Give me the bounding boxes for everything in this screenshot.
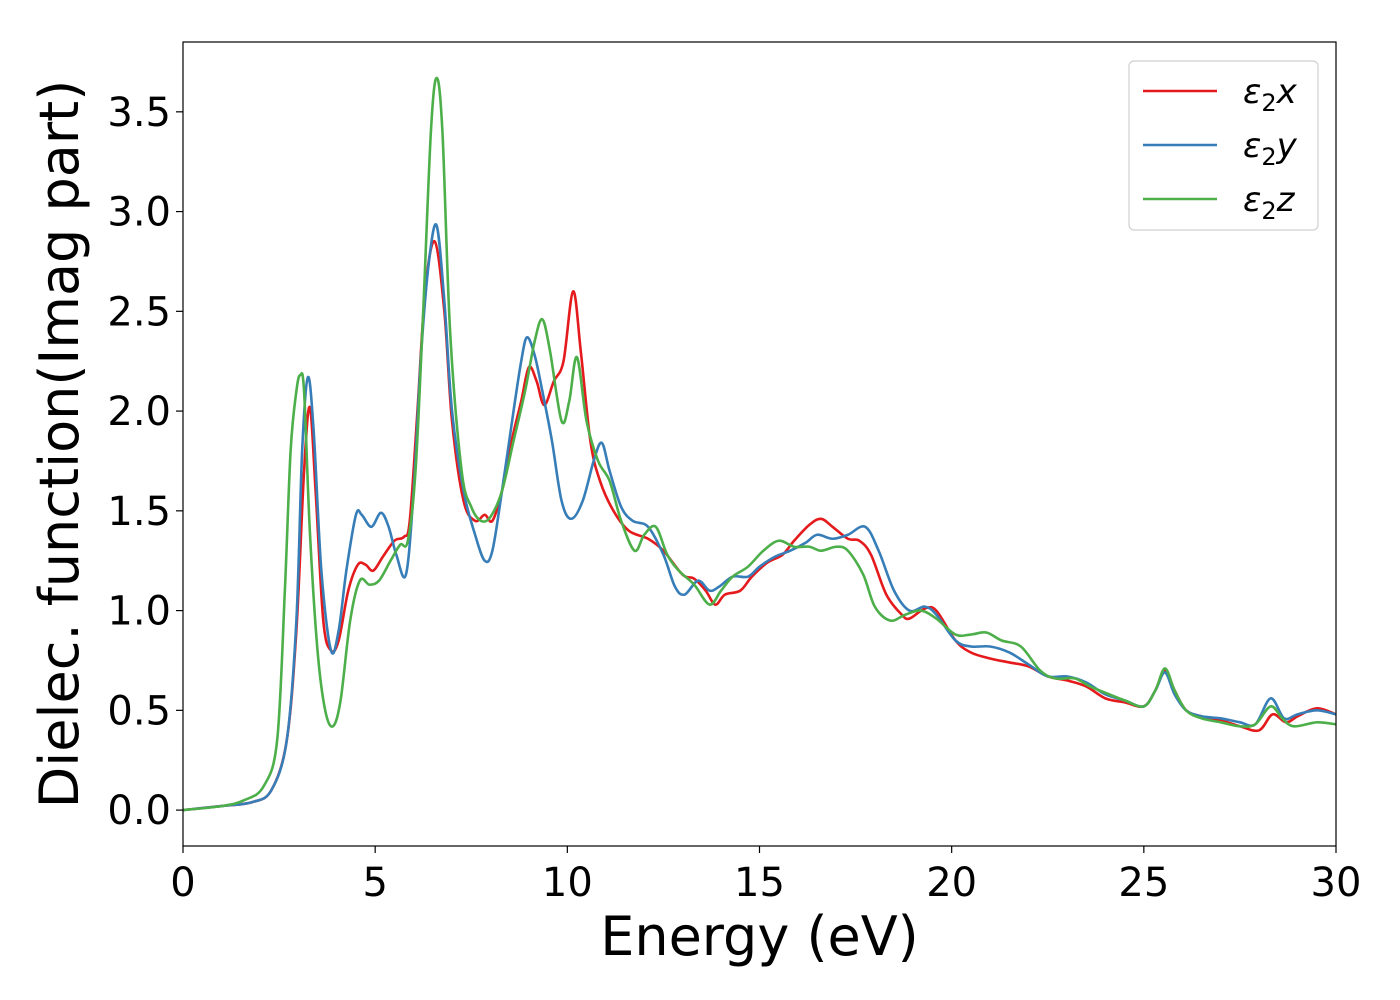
- series-line-3: [183, 76, 1336, 812]
- x-axis-title: Energy (eV): [600, 905, 919, 968]
- y-tick-label: 2.0: [107, 389, 171, 435]
- x-tick-label: 30: [1311, 860, 1362, 906]
- x-tick-label: 0: [170, 860, 195, 906]
- y-tick-label: 3.5: [107, 90, 171, 136]
- x-tick-label: 10: [542, 860, 593, 906]
- y-axis: 0.0 0.5 1.0 1.5 2.0 2.5 3.0 3.5: [107, 90, 183, 834]
- x-tick-label: 15: [734, 860, 785, 906]
- legend-label: ε2z: [1243, 180, 1296, 225]
- y-tick-label: 0.0: [107, 788, 171, 834]
- y-tick-label: 0.5: [107, 688, 171, 734]
- x-tick-label: 25: [1118, 860, 1169, 906]
- legend-label: ε2y: [1243, 126, 1298, 171]
- y-tick-label: 1.0: [107, 589, 171, 635]
- x-axis: 0 5 10 15 20 25 30: [170, 846, 1361, 906]
- series-line-1: [183, 240, 1336, 812]
- y-tick-label: 2.5: [107, 289, 171, 335]
- legend-label: ε2x: [1243, 72, 1298, 117]
- legend: ε2x ε2y ε2z: [1128, 60, 1319, 231]
- legend-box: [1128, 60, 1319, 231]
- x-tick-label: 5: [362, 860, 387, 906]
- y-tick-label: 3.0: [107, 190, 171, 236]
- series-layer: [183, 76, 1336, 812]
- y-axis-title: Dielec. function(Imag part): [28, 80, 91, 809]
- x-tick-label: 20: [926, 860, 977, 906]
- y-tick-label: 1.5: [107, 489, 171, 535]
